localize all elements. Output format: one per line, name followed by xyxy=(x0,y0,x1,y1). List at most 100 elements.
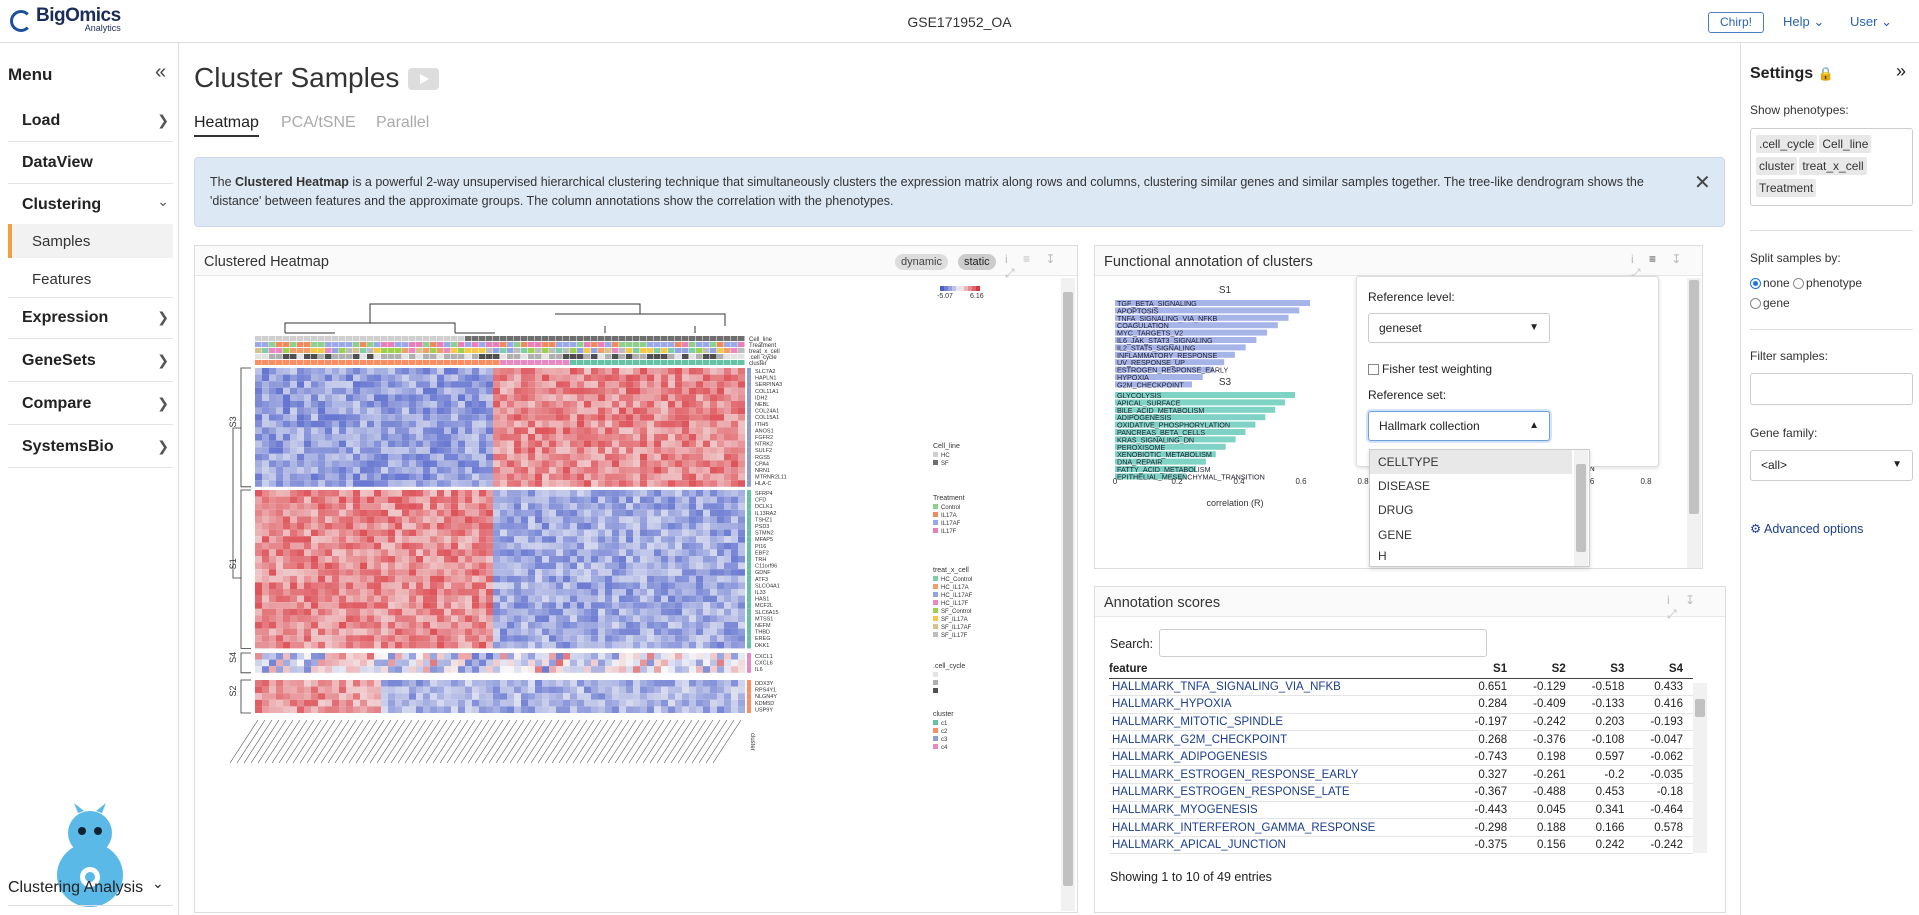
chirp-button[interactable]: Chirp! xyxy=(1708,12,1764,33)
heatmap-cell xyxy=(710,536,717,543)
annotation-bar xyxy=(1115,337,1257,343)
column-header-s3[interactable]: S3 xyxy=(1575,661,1635,679)
scrollbar-thumb[interactable] xyxy=(1695,699,1705,717)
video-play-button[interactable] xyxy=(408,68,439,90)
advanced-options-link[interactable]: ⚙ Advanced options xyxy=(1750,521,1863,536)
heatmap-cell xyxy=(696,602,703,609)
column-header-s1[interactable]: S1 xyxy=(1458,661,1518,679)
dropdown-scrollbar[interactable] xyxy=(1574,450,1588,566)
phenotype-tag[interactable]: .cell_cycle xyxy=(1756,135,1818,153)
heatmap-cell xyxy=(549,407,556,415)
phenotype-tag[interactable]: cluster xyxy=(1756,157,1798,175)
option-drug[interactable]: DRUG xyxy=(1378,503,1414,517)
feature-cell[interactable]: HALLMARK_ESTROGEN_RESPONSE_EARLY xyxy=(1109,765,1459,785)
radio-button[interactable] xyxy=(1750,298,1761,310)
table-scrollbar[interactable] xyxy=(1693,683,1707,853)
sidebar-subitem-samples[interactable]: Samples xyxy=(8,224,173,258)
column-header-feature[interactable]: feature xyxy=(1109,661,1459,679)
heatmap-cell xyxy=(297,635,304,642)
feature-cell[interactable]: HALLMARK_TNFA_SIGNALING_VIA_NFKB xyxy=(1109,678,1459,697)
table-row[interactable]: HALLMARK_MYOGENESIS -0.443 0.045 0.341 -0.46… xyxy=(1109,801,1693,820)
static-toggle[interactable]: static xyxy=(958,254,996,270)
sidebar-item-dataview[interactable]: DataView xyxy=(8,143,173,184)
help-menu[interactable]: Help ⌄ xyxy=(1783,14,1824,30)
feature-cell[interactable]: HALLMARK_ESTROGEN_RESPONSE_LATE xyxy=(1109,783,1459,802)
feature-cell[interactable]: HALLMARK_APICAL_JUNCTION xyxy=(1109,836,1459,855)
radio-gene[interactable]: gene xyxy=(1750,296,1790,310)
sidebar-item-clustering[interactable]: Clustering ⌄ xyxy=(8,184,173,225)
sidebar-subitem-features[interactable]: Features xyxy=(8,262,173,298)
card-toolbar-icons[interactable]: i ≡ ↧ ⤢ xyxy=(1631,252,1688,280)
card-toolbar-icons[interactable]: i ≡ ↧ ⤢ xyxy=(1005,252,1062,280)
tab-parallel[interactable]: Parallel xyxy=(376,114,430,131)
bigomics-logo[interactable]: BigOmics Analytics xyxy=(10,6,121,33)
phenotype-tag[interactable]: Treatment xyxy=(1756,179,1817,197)
table-row[interactable]: HALLMARK_ADIPOGENESIS -0.743 0.198 0.597 -0.… xyxy=(1109,748,1693,767)
table-row[interactable]: HALLMARK_INTERFERON_GAMMA_RESPONSE -0.298… xyxy=(1109,818,1693,837)
close-icon[interactable]: ✕ xyxy=(1694,172,1711,194)
sidebar-item-systemsbio[interactable]: SystemsBio ❯ xyxy=(8,427,173,468)
fisher-checkbox[interactable] xyxy=(1368,364,1379,376)
sidebar-item-genesets[interactable]: GeneSets ❯ xyxy=(8,341,173,382)
scrollbar-thumb[interactable] xyxy=(1689,280,1699,514)
sidebar-footer-label[interactable]: Clustering Analysis xyxy=(8,879,144,896)
heatmap-cell xyxy=(598,542,605,550)
heatmap-cell xyxy=(472,420,479,428)
option-h[interactable]: H xyxy=(1378,549,1387,563)
card-toolbar-icons[interactable]: i ↧ ⤢ xyxy=(1667,593,1702,621)
feature-cell[interactable]: HALLMARK_MITOTIC_SPINDLE xyxy=(1109,713,1459,732)
scrollbar-thumb[interactable] xyxy=(1576,464,1586,552)
ref-level-select[interactable]: geneset ▼ xyxy=(1368,313,1550,343)
user-menu[interactable]: User ⌄ xyxy=(1850,14,1892,30)
sample-label-stub xyxy=(474,719,504,764)
sidebar-item-compare[interactable]: Compare ❯ xyxy=(8,384,173,425)
heatmap-cell xyxy=(381,699,388,707)
heatmap-cell xyxy=(479,401,486,408)
option-disease[interactable]: DISEASE xyxy=(1378,479,1431,493)
tab-pca-tsne[interactable]: PCA/tSNE xyxy=(281,114,356,131)
column-header-s2[interactable]: S2 xyxy=(1517,661,1576,679)
table-row[interactable]: HALLMARK_ESTROGEN_RESPONSE_EARLY 0.327 -0.… xyxy=(1109,765,1693,785)
feature-cell[interactable]: HALLMARK_INTERFERON_GAMMA_RESPONSE xyxy=(1109,818,1459,837)
filter-samples-input[interactable] xyxy=(1750,373,1913,405)
radio-button[interactable] xyxy=(1793,278,1805,290)
radio-button[interactable] xyxy=(1750,278,1761,290)
feature-cell[interactable]: HALLMARK_ADIPOGENESIS xyxy=(1109,748,1459,767)
ref-set-select[interactable]: Hallmark collection ▲ xyxy=(1368,411,1550,441)
table-row[interactable]: HALLMARK_TNFA_SIGNALING_VIA_NFKB 0.651 -0.… xyxy=(1109,678,1693,697)
table-row[interactable]: HALLMARK_G2M_CHECKPOINT 0.268 -0.376 -0.108… xyxy=(1109,730,1693,749)
table-row[interactable]: HALLMARK_APICAL_JUNCTION -0.375 0.156 0.242… xyxy=(1109,836,1693,855)
tab-heatmap[interactable]: Heatmap xyxy=(194,114,259,137)
table-row[interactable]: HALLMARK_MITOTIC_SPINDLE -0.197 -0.242 0.20… xyxy=(1109,713,1693,732)
table-row[interactable]: HALLMARK_HYPOXIA 0.284 -0.409 -0.133 0.416 xyxy=(1109,695,1693,714)
option-celltype[interactable]: CELLTYPE xyxy=(1370,450,1572,474)
dynamic-toggle[interactable]: dynamic xyxy=(895,254,948,270)
heatmap-cell xyxy=(605,536,612,543)
feature-cell[interactable]: HALLMARK_MYOGENESIS xyxy=(1109,801,1459,820)
table-row[interactable]: HALLMARK_ESTROGEN_RESPONSE_LATE -0.367 -0.… xyxy=(1109,783,1693,802)
collapse-sidebar-icon[interactable]: « xyxy=(155,61,167,83)
heatmap-scrollbar[interactable] xyxy=(1061,278,1075,911)
sidebar-item-expression[interactable]: Expression ❯ xyxy=(8,298,173,339)
radio-none[interactable]: none xyxy=(1750,276,1790,290)
phenotype-select[interactable]: .cell_cycle Cell_linecluster treat_x_cell T… xyxy=(1750,128,1913,206)
collapse-settings-icon[interactable]: » xyxy=(1896,61,1907,81)
radio-phenotype[interactable]: phenotype xyxy=(1793,276,1862,290)
sidebar-item-load[interactable]: Load ❯ xyxy=(8,101,173,142)
chevron-down-icon[interactable]: ⌄ xyxy=(152,875,164,891)
option-gene[interactable]: GENE xyxy=(1378,528,1413,542)
feature-cell[interactable]: HALLMARK_G2M_CHECKPOINT xyxy=(1109,730,1459,749)
phenotype-tag[interactable]: treat_x_cell xyxy=(1799,157,1867,175)
feature-cell[interactable]: HALLMARK_HYPOXIA xyxy=(1109,695,1459,714)
annotation-scrollbar[interactable] xyxy=(1687,278,1701,568)
annotation-cell xyxy=(626,360,633,365)
search-input[interactable] xyxy=(1159,629,1487,657)
annotation-cell xyxy=(423,342,430,347)
annotation-cell xyxy=(374,336,381,341)
fisher-checkbox-row[interactable]: Fisher test weighting xyxy=(1368,362,1492,376)
phenotype-tag[interactable]: Cell_line xyxy=(1819,135,1872,153)
scrollbar-thumb[interactable] xyxy=(1063,292,1073,886)
gene-family-select[interactable]: <all> ▼ xyxy=(1750,450,1913,481)
heatmap-cell xyxy=(528,523,535,530)
column-header-s4[interactable]: S4 xyxy=(1634,661,1693,679)
